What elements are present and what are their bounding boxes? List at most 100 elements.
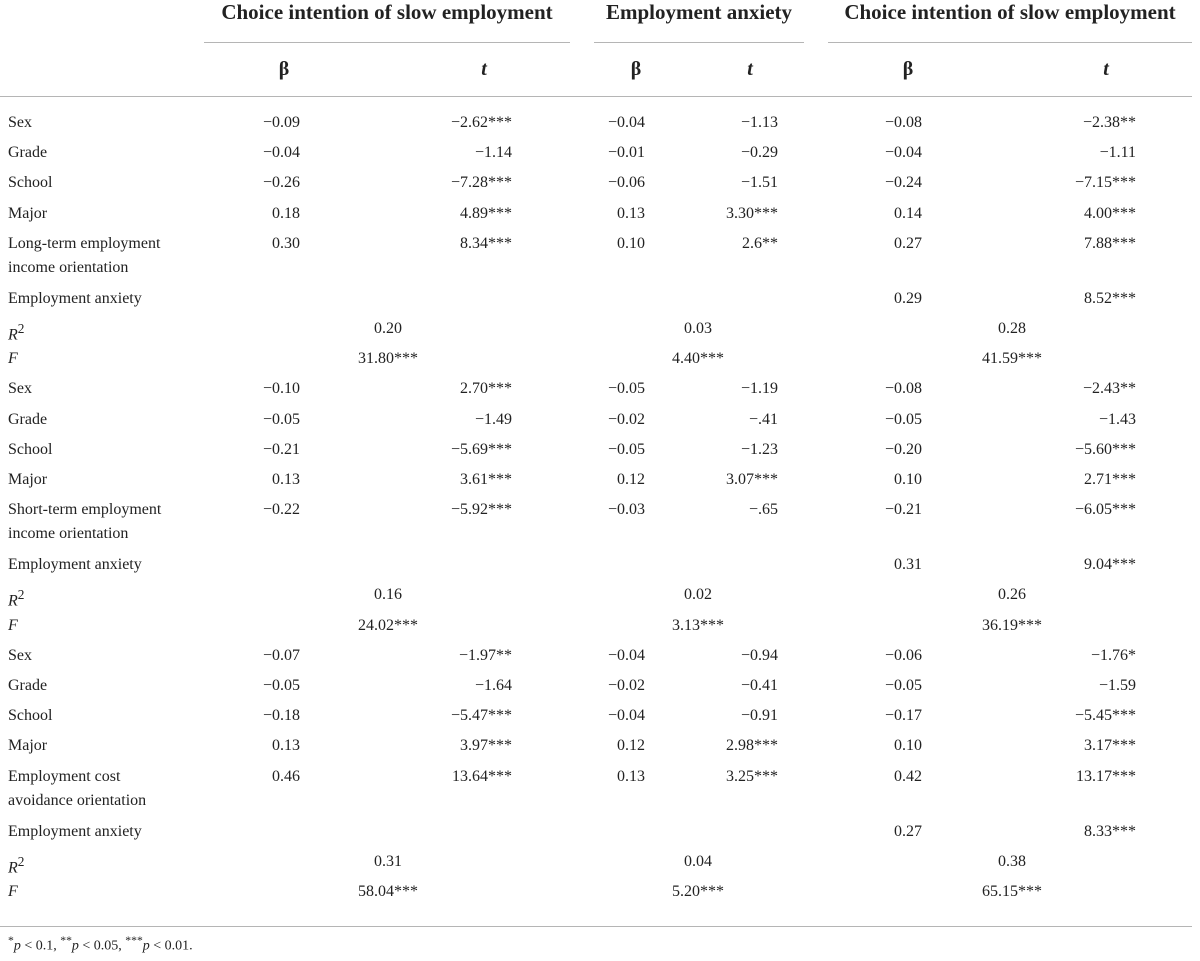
t-3: −1.76* — [1090, 646, 1136, 664]
t-2: 3.07*** — [726, 471, 778, 488]
t-3: −5.45*** — [1074, 707, 1136, 725]
t-1: −5.47*** — [450, 707, 512, 725]
t-1: 8.34*** — [460, 234, 512, 252]
row-label: Sex — [8, 646, 32, 664]
stat-symbol: F — [8, 883, 18, 900]
t-2: 3.25*** — [726, 767, 778, 785]
row-label: Employment anxiety — [8, 289, 142, 307]
stat-value-2: 0.03 — [684, 320, 712, 337]
t-header-2: t — [747, 58, 753, 80]
row-label: Sex — [8, 380, 32, 398]
beta-3: −0.06 — [884, 646, 922, 664]
t-2: −0.94 — [740, 646, 778, 664]
row-label: Short-term employment — [8, 501, 162, 519]
beta-header-1: β — [278, 58, 290, 80]
beta-1: −0.10 — [262, 380, 300, 398]
beta-header-3: β — [902, 58, 914, 80]
row-label: School — [8, 174, 53, 192]
beta-1: −0.18 — [262, 707, 300, 725]
t-3: −7.15*** — [1074, 174, 1136, 192]
row-label-cont: income orientation — [8, 525, 129, 543]
footnote: *p < 0.1, **p < 0.05, ***p < 0.01. — [8, 934, 193, 954]
stat-superscript: 2 — [17, 853, 25, 869]
beta-2: −0.06 — [607, 174, 645, 192]
beta-3: 0.14 — [894, 204, 922, 222]
row-label-cont: avoidance orientation — [8, 791, 147, 809]
t-1: −2.62*** — [450, 114, 512, 131]
stat-value-1: 58.04*** — [358, 883, 418, 900]
stat-value-3: 36.19*** — [982, 616, 1042, 634]
t-1: −5.69*** — [450, 440, 512, 458]
row-label: F — [8, 881, 18, 903]
beta-3: −0.05 — [884, 677, 922, 694]
t-3: −2.43** — [1082, 380, 1136, 398]
beta-3: −0.04 — [884, 144, 922, 162]
t-3: −2.38** — [1082, 114, 1136, 131]
row-label: R2 — [8, 584, 24, 612]
stat-symbol: R — [8, 592, 18, 610]
row-label: Major — [8, 471, 48, 488]
t-2: −1.23 — [740, 440, 778, 458]
t-1: −1.14 — [474, 144, 512, 162]
beta-1: −0.07 — [262, 646, 300, 664]
beta-1: 0.13 — [272, 737, 300, 755]
t-3: 8.52*** — [1084, 289, 1136, 307]
beta-3: −0.24 — [884, 174, 922, 192]
stat-symbol: F — [8, 350, 18, 368]
t-2: −1.19 — [740, 380, 778, 398]
beta-1: −0.05 — [262, 677, 300, 694]
row-label: F — [8, 348, 18, 370]
beta-3: −0.21 — [884, 501, 922, 519]
t-1: −1.64 — [474, 677, 512, 694]
t-2: −0.41 — [740, 677, 778, 694]
beta-3: 0.29 — [894, 289, 922, 307]
row-label: School — [8, 440, 53, 458]
beta-2: −0.03 — [607, 501, 645, 519]
beta-3: 0.10 — [894, 737, 922, 755]
row-label: Sex — [8, 114, 32, 131]
beta-3: −0.20 — [884, 440, 922, 458]
row-label: Employment cost — [8, 767, 121, 785]
t-2: −.65 — [748, 501, 778, 519]
beta-1: −0.26 — [262, 174, 300, 192]
beta-3: −0.05 — [884, 410, 922, 428]
stat-symbol: R — [8, 859, 18, 877]
stat-value-1: 31.80*** — [358, 350, 418, 368]
t-3: 8.33*** — [1084, 822, 1136, 840]
beta-2: 0.12 — [617, 737, 645, 755]
beta-2: 0.10 — [617, 234, 645, 252]
t-header-3: t — [1103, 58, 1109, 80]
row-label: Grade — [8, 677, 48, 694]
stat-value-3: 41.59*** — [982, 350, 1042, 368]
beta-3: 0.31 — [894, 556, 922, 574]
stat-value-3: 0.26 — [998, 586, 1026, 604]
beta-2: −0.04 — [607, 646, 645, 664]
t-2: 2.6** — [742, 234, 778, 252]
row-label: F — [8, 615, 18, 637]
group2-header: Employment anxiety — [605, 0, 793, 24]
t-3: 13.17*** — [1076, 767, 1136, 785]
t-1: −7.28*** — [450, 174, 512, 192]
row-label: Grade — [8, 144, 48, 162]
stat-value-1: 0.16 — [374, 586, 402, 604]
beta-3: −0.17 — [884, 707, 922, 725]
beta-1: −0.04 — [262, 144, 300, 162]
stat-value-2: 0.04 — [684, 852, 712, 870]
header-bottom-rule — [0, 96, 1192, 97]
beta-2: −0.04 — [607, 114, 645, 131]
t-1: 13.64*** — [452, 767, 512, 785]
row-label: Grade — [8, 410, 48, 428]
t-3: −5.60*** — [1074, 440, 1136, 458]
stat-value-2: 5.20*** — [672, 883, 724, 900]
t-3: 3.17*** — [1084, 737, 1136, 755]
stat-superscript: 2 — [17, 321, 25, 336]
beta-3: 0.27 — [894, 234, 922, 252]
stat-value-3: 0.38 — [998, 852, 1026, 870]
beta-3: 0.27 — [894, 822, 922, 840]
row-label: Employment anxiety — [8, 556, 142, 574]
stat-value-2: 3.13*** — [672, 616, 724, 634]
t-2: 2.98*** — [726, 737, 778, 755]
t-3: −1.11 — [1099, 144, 1136, 162]
beta-1: −0.21 — [262, 440, 300, 458]
